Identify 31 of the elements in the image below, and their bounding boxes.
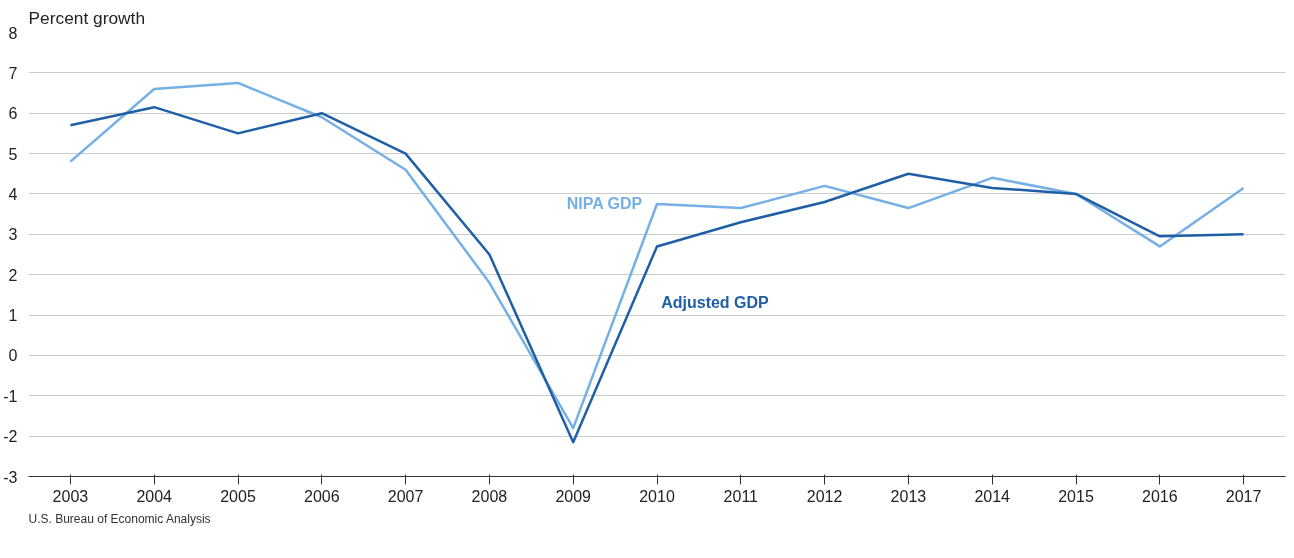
x-tick-label: 2008 xyxy=(471,487,508,505)
y-tick-label: 2 xyxy=(8,266,18,284)
series-label: Adjusted GDP xyxy=(661,294,770,312)
x-tick-label: 2003 xyxy=(52,487,89,505)
x-tick-label: 2012 xyxy=(806,487,843,505)
y-tick-label: -2 xyxy=(3,428,18,446)
x-tick-label: 2007 xyxy=(387,487,424,505)
x-tick-label: 2015 xyxy=(1058,487,1094,505)
y-tick-label: -1 xyxy=(3,387,18,405)
text: U.S. Bureau of Economic Analysis xyxy=(28,511,211,526)
y-tick-label: 1 xyxy=(8,307,18,325)
x-tick-label: 2017 xyxy=(1225,487,1262,505)
y-tick-label: 3 xyxy=(8,226,18,244)
x-tick-label: 2006 xyxy=(304,487,340,505)
x-tick-label: 2013 xyxy=(890,487,927,505)
y-tick-label: 7 xyxy=(8,64,18,82)
x-tick-label: 2011 xyxy=(723,487,759,505)
series-label: NIPA GDP xyxy=(566,195,643,213)
x-tick-label: 2004 xyxy=(136,487,173,505)
x-tick-label: 2009 xyxy=(555,487,592,505)
y-tick-label: 4 xyxy=(8,185,18,203)
x-tick-label: 2010 xyxy=(639,487,675,505)
y-tick-label: -3 xyxy=(3,468,18,486)
y-tick-label: 6 xyxy=(8,105,18,123)
x-tick-label: 2016 xyxy=(1142,487,1178,505)
x-tick-label: 2014 xyxy=(974,487,1011,505)
x-tick-label: 2005 xyxy=(220,487,256,505)
y-tick-label: 0 xyxy=(8,347,18,365)
y-tick-label: 5 xyxy=(8,145,18,163)
y-tick-label: 8 xyxy=(8,24,18,42)
y-axis-title: Percent growth xyxy=(28,7,146,28)
